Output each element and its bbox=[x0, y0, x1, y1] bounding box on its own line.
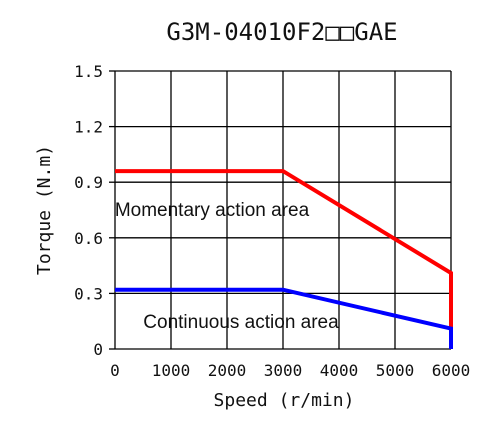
tick-labels: 0 1000 2000 3000 4000 5000 6000 0 0.3 0.6 0.9 1.2 1.… bbox=[74, 62, 470, 380]
x-tick-label: 2000 bbox=[208, 361, 247, 380]
y-tick-label: 0.3 bbox=[74, 284, 103, 303]
y-tick-label: 0 bbox=[93, 340, 103, 359]
continuous-area-label: Continuous action area bbox=[143, 312, 339, 333]
y-tick-label: 0.6 bbox=[74, 229, 103, 248]
series-line-1 bbox=[115, 287, 453, 349]
chart-title: G3M-04010F2□□GAE bbox=[166, 18, 397, 46]
y-tick-label: 0.9 bbox=[74, 173, 103, 192]
y-axis-label: Torque (N.m) bbox=[34, 145, 55, 275]
x-tick-label: 3000 bbox=[264, 361, 303, 380]
x-tick-label: 0 bbox=[110, 361, 120, 380]
y-tick-label: 1.5 bbox=[74, 62, 103, 81]
momentary-area-label: Momentary action area bbox=[115, 200, 310, 221]
y-tick-label: 1.2 bbox=[74, 118, 103, 137]
x-tick-label: 1000 bbox=[152, 361, 191, 380]
x-tick-label: 4000 bbox=[320, 361, 359, 380]
x-tick-label: 5000 bbox=[376, 361, 415, 380]
series-layer bbox=[115, 169, 453, 349]
x-tick-label: 6000 bbox=[432, 361, 471, 380]
series-line-0 bbox=[115, 169, 453, 349]
x-axis-label: Speed (r/min) bbox=[214, 390, 355, 411]
